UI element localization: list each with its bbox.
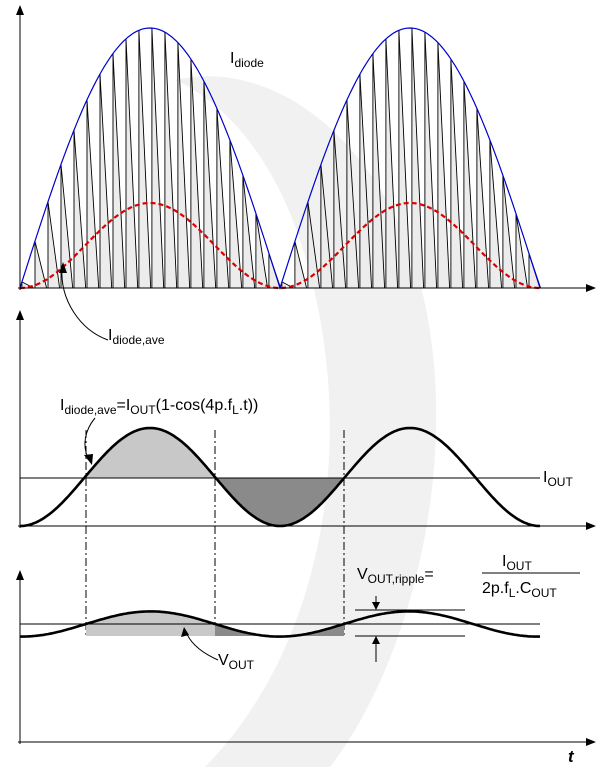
ripple-formula-denominator: 2p.fL.COUT	[482, 580, 557, 600]
ripple-formula-lhs: VOUT,ripple=	[357, 566, 434, 586]
output-voltage-ripple-curve	[20, 610, 540, 638]
current-pulse-decay	[99, 74, 113, 289]
formula-leader-arrow	[84, 454, 93, 465]
current-pulse-decay	[450, 59, 464, 289]
current-pulse-decay	[190, 59, 204, 289]
formula-i-diode-ave: Idiode,ave=IOUT(1-cos(4p.fL.t))	[60, 397, 258, 417]
middle-x-axis-arrow	[586, 522, 596, 530]
bottom-y-axis-arrow	[16, 570, 24, 580]
current-pulse-decay	[47, 201, 61, 289]
current-pulse-decay	[437, 42, 451, 289]
current-pulse-decay	[411, 28, 425, 289]
current-pulse-decay	[515, 213, 529, 289]
current-pulse-decay	[229, 140, 243, 289]
label-i-out: IOUT	[543, 469, 573, 489]
current-pulse-decay	[372, 53, 386, 289]
current-pulse-decay	[73, 130, 87, 289]
current-pulse-decay	[177, 42, 191, 289]
positive-area-fill	[86, 428, 215, 478]
current-pulse-decay	[60, 164, 74, 289]
current-pulse-decay	[463, 81, 477, 289]
current-pulse-decay	[255, 213, 269, 289]
current-pulse-decay	[385, 38, 399, 289]
phase-guide-lines	[85, 430, 345, 636]
label-v-out-leader	[185, 631, 219, 661]
bottom-x-axis-arrow	[586, 738, 596, 746]
time-axis-label: t	[568, 747, 575, 766]
current-pulse-decay	[125, 38, 139, 289]
current-pulse-decay	[307, 201, 321, 289]
bottom-panel: VOUT,ripple= IOUT 2p.fL.COUT VOUT	[16, 553, 596, 746]
label-i-diode: Idiode	[230, 50, 264, 70]
pulse-lines	[21, 28, 542, 289]
current-pulse-decay	[320, 164, 334, 289]
label-i-diode-ave-leader-arrow	[59, 262, 67, 273]
current-pulse-decay	[476, 108, 490, 289]
label-i-diode-ave: Idiode,ave	[108, 327, 165, 347]
top-x-axis-arrow	[586, 284, 596, 292]
current-pulse-decay	[112, 53, 126, 289]
ripple-formula-numerator: IOUT	[502, 553, 532, 573]
label-i-diode-ave-leader	[61, 267, 109, 341]
current-pulse-decay	[359, 74, 373, 289]
current-pulse-decay	[333, 130, 347, 289]
current-pulse-decay	[502, 175, 516, 289]
current-pulse-decay	[138, 30, 152, 289]
current-pulse-decay	[164, 32, 178, 289]
ripple-arrow-bottom-head	[372, 636, 380, 644]
label-v-out-leader-arrow	[181, 627, 189, 637]
ripple-arrow-top-head	[372, 602, 380, 610]
current-pulse-decay	[151, 28, 165, 289]
current-pulse-decay	[86, 99, 100, 289]
negative-area-fill	[215, 477, 344, 526]
current-pulse-decay	[489, 140, 503, 289]
watermark-shape	[175, 76, 437, 768]
middle-panel: Idiode,ave=IOUT(1-cos(4p.fL.t)) IOUT	[16, 310, 596, 530]
current-pulse-decay	[346, 99, 360, 289]
current-pulse-decay	[242, 175, 256, 289]
current-pulse-decay	[203, 81, 217, 289]
top-y-axis-arrow	[16, 5, 24, 15]
current-pulse-decay	[424, 32, 438, 289]
middle-y-axis-arrow	[16, 310, 24, 320]
top-panel: Idiode Idiode,ave	[16, 5, 596, 347]
label-v-out: VOUT	[218, 652, 255, 672]
current-pulse-decay	[398, 30, 412, 289]
